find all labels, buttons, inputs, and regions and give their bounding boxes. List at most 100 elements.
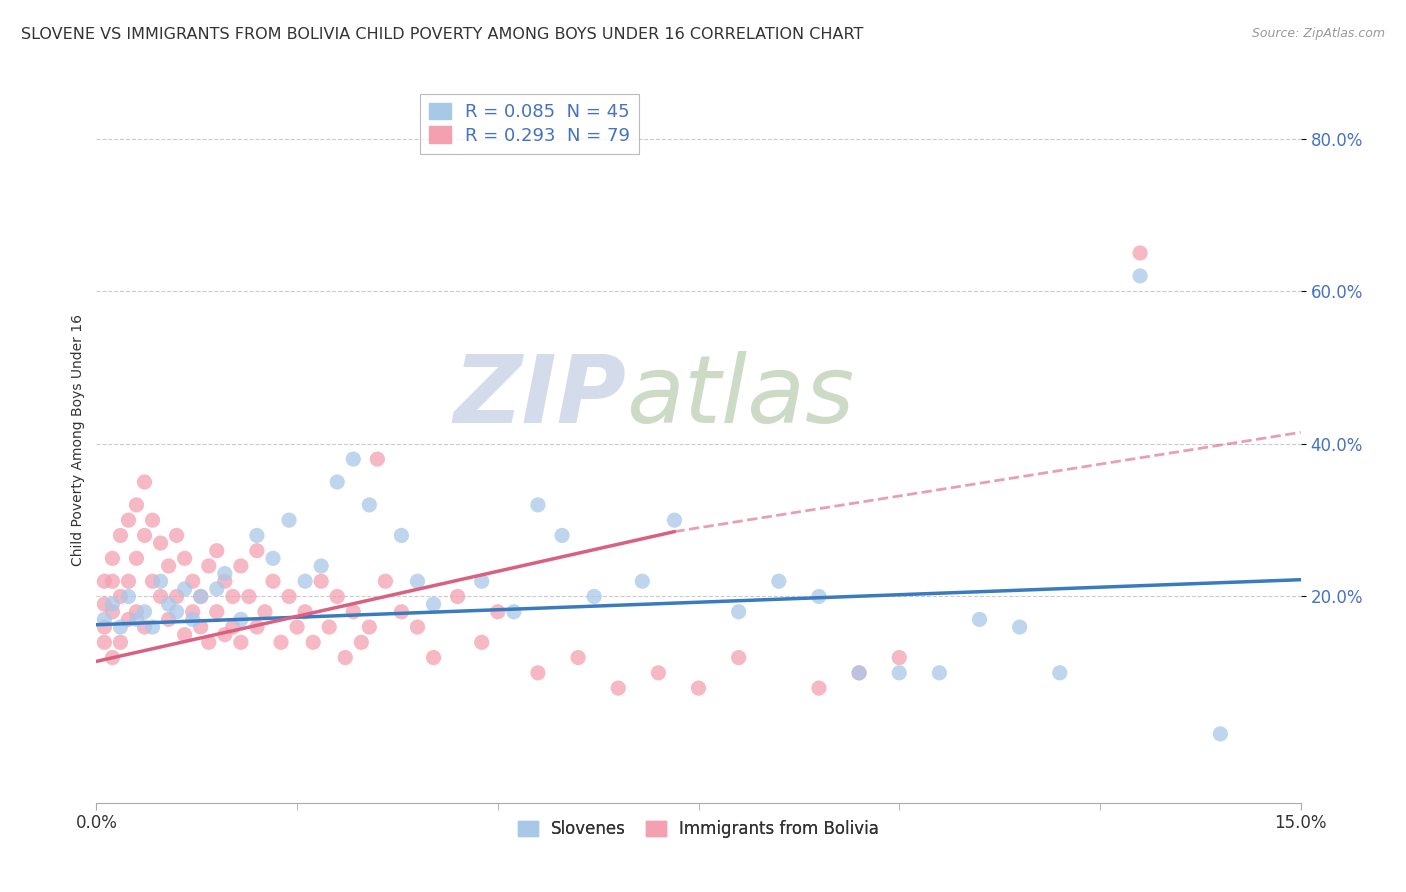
Point <box>190 590 212 604</box>
Point <box>134 605 156 619</box>
Point <box>197 635 219 649</box>
Point <box>157 558 180 573</box>
Point <box>166 590 188 604</box>
Point <box>422 597 444 611</box>
Point <box>302 635 325 649</box>
Point <box>848 665 870 680</box>
Point <box>229 558 252 573</box>
Point <box>1129 268 1152 283</box>
Point <box>1008 620 1031 634</box>
Point <box>229 635 252 649</box>
Point <box>181 612 204 626</box>
Point <box>181 574 204 589</box>
Point <box>238 590 260 604</box>
Point <box>359 498 381 512</box>
Point <box>471 574 494 589</box>
Point <box>205 543 228 558</box>
Point <box>294 605 316 619</box>
Point <box>101 574 124 589</box>
Point <box>214 566 236 581</box>
Text: ZIP: ZIP <box>453 351 626 442</box>
Point <box>406 620 429 634</box>
Text: atlas: atlas <box>626 351 855 442</box>
Point <box>205 582 228 596</box>
Point <box>342 452 364 467</box>
Point <box>142 620 165 634</box>
Point <box>134 475 156 489</box>
Point <box>222 620 245 634</box>
Point <box>149 574 172 589</box>
Point <box>125 605 148 619</box>
Point <box>134 620 156 634</box>
Point <box>270 635 292 649</box>
Point <box>727 605 749 619</box>
Point <box>110 590 132 604</box>
Point <box>117 612 139 626</box>
Point <box>471 635 494 649</box>
Point <box>205 605 228 619</box>
Point <box>366 452 388 467</box>
Point <box>688 681 710 695</box>
Point <box>110 620 132 634</box>
Point <box>125 498 148 512</box>
Point <box>110 528 132 542</box>
Point <box>173 582 195 596</box>
Point <box>142 574 165 589</box>
Point <box>374 574 396 589</box>
Point <box>1049 665 1071 680</box>
Point <box>173 628 195 642</box>
Point <box>309 574 332 589</box>
Point <box>101 597 124 611</box>
Point <box>173 551 195 566</box>
Point <box>166 528 188 542</box>
Point <box>807 590 830 604</box>
Point <box>253 605 276 619</box>
Point <box>527 498 550 512</box>
Point <box>928 665 950 680</box>
Point <box>727 650 749 665</box>
Point <box>807 681 830 695</box>
Point <box>278 513 301 527</box>
Point <box>222 590 245 604</box>
Point <box>246 620 269 634</box>
Point <box>117 513 139 527</box>
Point <box>197 558 219 573</box>
Point <box>446 590 468 604</box>
Point <box>486 605 509 619</box>
Point <box>309 558 332 573</box>
Point <box>391 528 413 542</box>
Point <box>278 590 301 604</box>
Point <box>664 513 686 527</box>
Point <box>101 650 124 665</box>
Point <box>93 574 115 589</box>
Point <box>149 536 172 550</box>
Point <box>848 665 870 680</box>
Point <box>350 635 373 649</box>
Point <box>294 574 316 589</box>
Point <box>157 597 180 611</box>
Point <box>214 574 236 589</box>
Point <box>157 612 180 626</box>
Legend: Slovenes, Immigrants from Bolivia: Slovenes, Immigrants from Bolivia <box>512 814 886 845</box>
Point <box>422 650 444 665</box>
Point <box>647 665 669 680</box>
Point <box>285 620 308 634</box>
Point <box>246 543 269 558</box>
Point <box>1129 246 1152 260</box>
Point <box>101 551 124 566</box>
Point <box>190 590 212 604</box>
Point <box>117 574 139 589</box>
Text: Source: ZipAtlas.com: Source: ZipAtlas.com <box>1251 27 1385 40</box>
Point <box>1209 727 1232 741</box>
Point <box>134 528 156 542</box>
Point <box>214 628 236 642</box>
Point <box>262 574 284 589</box>
Point <box>889 665 911 680</box>
Point <box>110 635 132 649</box>
Point <box>318 620 340 634</box>
Point <box>181 605 204 619</box>
Point <box>246 528 269 542</box>
Point <box>262 551 284 566</box>
Y-axis label: Child Poverty Among Boys Under 16: Child Poverty Among Boys Under 16 <box>72 314 86 566</box>
Point <box>607 681 630 695</box>
